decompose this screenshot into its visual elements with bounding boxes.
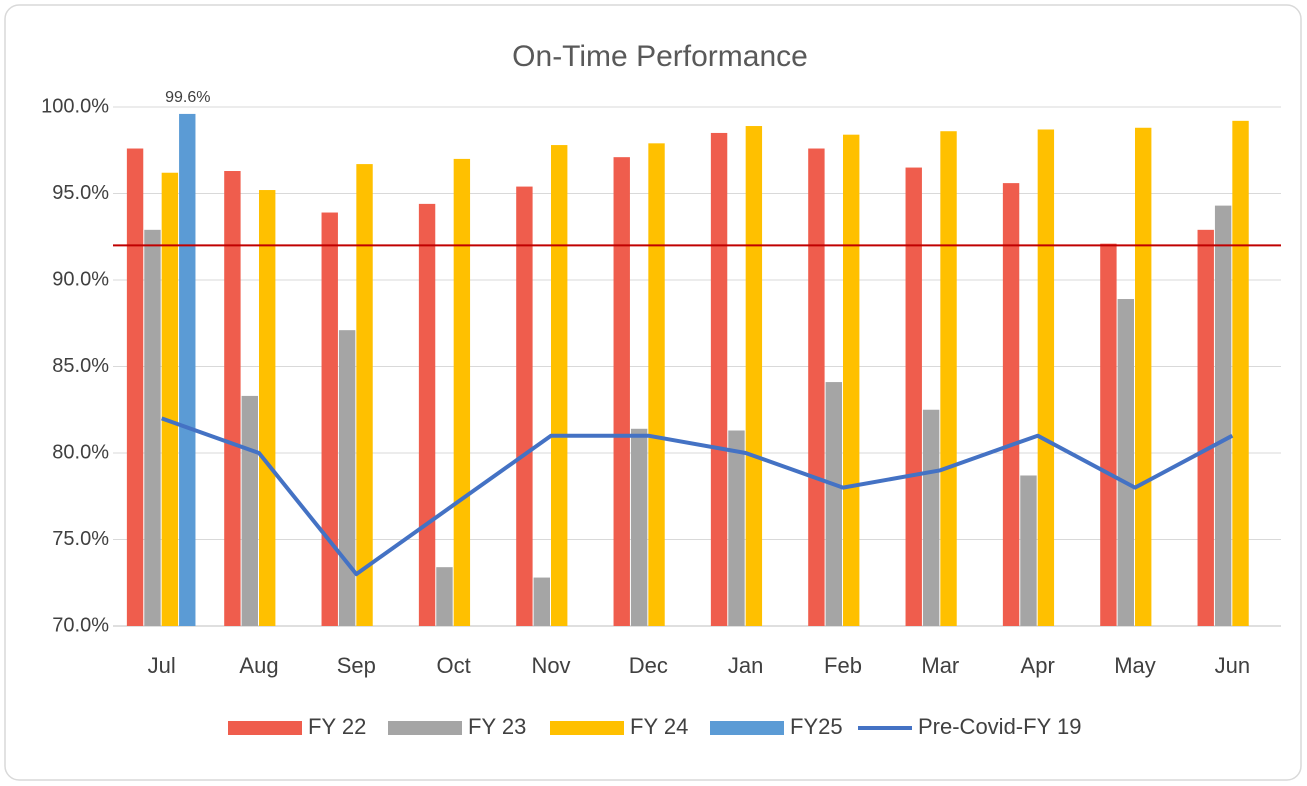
chart-title: On-Time Performance bbox=[512, 40, 808, 73]
bar bbox=[825, 382, 842, 626]
y-tick-label: 100.0% bbox=[41, 95, 109, 117]
bar bbox=[1117, 299, 1134, 626]
x-tick-label: May bbox=[1114, 653, 1156, 678]
bar bbox=[728, 430, 745, 626]
y-tick-label: 80.0% bbox=[52, 441, 109, 463]
bar bbox=[1037, 129, 1055, 627]
legend-label: Pre-Covid-FY 19 bbox=[918, 714, 1081, 739]
x-tick-label: Aug bbox=[239, 653, 278, 678]
bar bbox=[161, 172, 179, 627]
bar bbox=[905, 167, 922, 627]
x-tick-label: Jun bbox=[1215, 653, 1250, 678]
bar bbox=[241, 395, 258, 626]
y-tick-label: 90.0% bbox=[52, 268, 109, 290]
bar bbox=[551, 145, 568, 626]
bar bbox=[1135, 127, 1152, 626]
bar bbox=[1214, 205, 1232, 627]
bar bbox=[418, 203, 436, 626]
legend-swatch bbox=[228, 721, 302, 735]
x-tick-label: Apr bbox=[1021, 653, 1055, 678]
data-label: 99.6% bbox=[165, 89, 210, 106]
bar bbox=[613, 157, 630, 627]
bar bbox=[259, 190, 276, 627]
y-tick-label: 70.0% bbox=[52, 614, 109, 636]
x-tick-label: Oct bbox=[437, 653, 471, 678]
bar bbox=[1002, 183, 1020, 626]
bar bbox=[808, 148, 825, 626]
line-series bbox=[160, 416, 1234, 577]
bar bbox=[144, 229, 161, 626]
x-tick-label: Jan bbox=[728, 653, 763, 678]
x-tick-label: Jul bbox=[148, 653, 176, 678]
legend-swatch bbox=[710, 721, 784, 735]
bar bbox=[453, 158, 471, 626]
bar bbox=[516, 186, 533, 626]
bar bbox=[648, 143, 665, 626]
legend-label: FY 22 bbox=[308, 714, 366, 739]
bar bbox=[126, 148, 144, 626]
bar bbox=[630, 428, 648, 626]
bar bbox=[224, 171, 241, 626]
y-tick-label: 95.0% bbox=[52, 182, 109, 204]
x-tick-label: Mar bbox=[921, 653, 959, 678]
legend-label: FY 24 bbox=[630, 714, 688, 739]
legend-label: FY25 bbox=[790, 714, 843, 739]
bar bbox=[179, 113, 196, 627]
bar bbox=[1197, 229, 1214, 626]
bar bbox=[710, 132, 728, 626]
bar bbox=[1232, 120, 1249, 626]
y-tick-label: 75.0% bbox=[52, 528, 109, 550]
bar bbox=[843, 134, 860, 626]
x-tick-label: Feb bbox=[824, 653, 862, 678]
bar bbox=[1020, 475, 1037, 626]
bar bbox=[436, 567, 453, 626]
bar bbox=[922, 409, 940, 626]
bar bbox=[321, 212, 338, 626]
legend-swatch bbox=[388, 721, 462, 735]
legend-swatch bbox=[550, 721, 624, 735]
x-tick-label: Dec bbox=[629, 653, 668, 678]
bar bbox=[940, 131, 957, 626]
bar bbox=[338, 330, 356, 626]
bar bbox=[356, 164, 373, 626]
x-tick-label: Nov bbox=[531, 653, 570, 678]
x-tick-label: Sep bbox=[337, 653, 376, 678]
bar bbox=[1100, 243, 1117, 627]
y-tick-label: 85.0% bbox=[52, 355, 109, 377]
bar bbox=[745, 126, 763, 626]
bar bbox=[533, 577, 550, 626]
legend-label: FY 23 bbox=[468, 714, 526, 739]
